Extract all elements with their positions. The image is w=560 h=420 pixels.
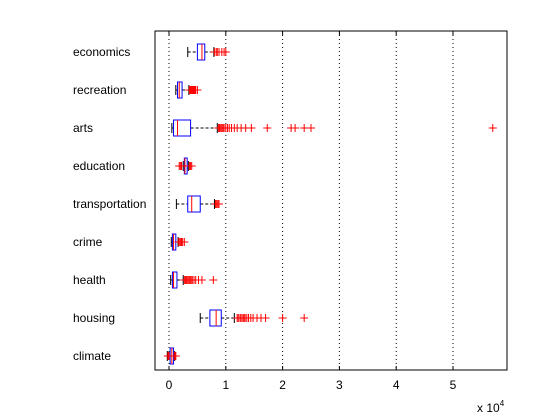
category-label-economics: economics	[73, 45, 130, 59]
box-health	[170, 271, 218, 289]
box-housing	[199, 309, 309, 327]
outlier-point	[197, 276, 206, 284]
category-label-climate: climate	[73, 349, 111, 363]
iqr-box	[196, 43, 206, 61]
x-tick-label-0: 0	[166, 378, 173, 392]
boxes	[163, 43, 497, 365]
x-tick-label-2: 2	[279, 378, 286, 392]
iqr-box	[209, 309, 222, 327]
outlier-point	[247, 124, 256, 132]
category-label-recreation: recreation	[73, 83, 126, 97]
outlier-point	[214, 200, 223, 208]
outlier-point	[187, 162, 196, 170]
box-economics	[187, 43, 230, 61]
category-labels: economics recreation arts education transpor…	[73, 45, 146, 363]
outlier-point	[180, 238, 189, 246]
box-education	[175, 157, 196, 175]
iqr-box	[177, 81, 183, 99]
outlier-point	[278, 314, 287, 322]
outlier-point	[263, 124, 272, 132]
iqr-box	[187, 195, 201, 213]
x-scale-label-base: x 10	[477, 401, 500, 415]
box-climate	[163, 347, 180, 365]
outlier-point	[300, 314, 309, 322]
box-crime	[170, 233, 189, 251]
x-axis-ticks: 0 1 2 3 4 5	[166, 31, 457, 392]
x-tick-label-5: 5	[450, 378, 457, 392]
iqr-box	[171, 271, 178, 289]
plot-area-frame	[154, 30, 508, 371]
box-recreation	[175, 81, 202, 99]
x-tick-label-3: 3	[336, 378, 343, 392]
x-tick-label-1: 1	[222, 378, 229, 392]
category-label-health: health	[73, 273, 106, 287]
x-scale-label-exponent: 4	[500, 399, 505, 408]
iqr-box	[173, 119, 192, 137]
outlier-point	[221, 48, 230, 56]
outlier-point	[291, 124, 300, 132]
outlier-point	[261, 314, 270, 322]
grid-lines	[168, 31, 454, 370]
x-tick-label-4: 4	[393, 378, 400, 392]
outlier-point	[193, 86, 202, 94]
outlier-point	[300, 124, 309, 132]
outlier-point	[488, 124, 497, 132]
outlier-point	[171, 352, 180, 360]
category-label-transportation: transportation	[73, 197, 146, 211]
x-scale-label: x 104	[477, 399, 505, 415]
outlier-point	[307, 124, 315, 132]
box-arts	[171, 119, 497, 137]
outlier-point	[177, 162, 186, 170]
outlier-point	[209, 276, 218, 284]
category-label-housing: housing	[73, 311, 115, 325]
category-label-arts: arts	[73, 121, 93, 135]
box-transportation	[175, 195, 223, 213]
category-label-crime: crime	[73, 235, 103, 249]
category-label-education: education	[73, 159, 125, 173]
